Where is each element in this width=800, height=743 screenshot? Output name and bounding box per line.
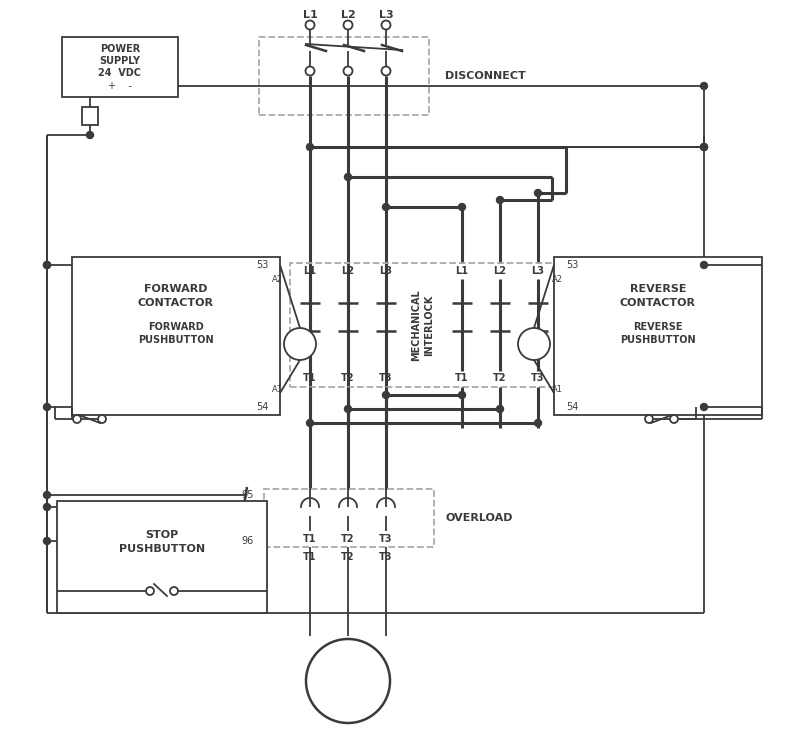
Circle shape [458,204,466,210]
Circle shape [343,67,353,76]
Bar [57,501,267,613]
Text: 96: 96 [242,536,254,546]
Circle shape [534,420,542,426]
Circle shape [701,143,707,151]
Text: MECHANICAL
INTERLOCK: MECHANICAL INTERLOCK [411,289,434,361]
Circle shape [43,492,50,499]
Circle shape [701,143,707,151]
Circle shape [497,196,503,204]
Text: SUPPLY: SUPPLY [99,56,141,66]
Circle shape [382,204,390,210]
Text: +    -: + - [108,81,132,91]
Text: L3: L3 [531,266,545,276]
Text: T1: T1 [303,552,317,562]
Text: STOP: STOP [146,530,178,540]
Circle shape [306,639,390,723]
Text: 3 PHASE: 3 PHASE [325,667,371,677]
Text: 54: 54 [256,402,268,412]
Circle shape [43,504,50,510]
Bar [290,263,555,387]
Circle shape [701,403,707,410]
Circle shape [43,262,50,268]
Text: L1: L1 [302,10,318,20]
Circle shape [382,67,390,76]
Circle shape [306,420,314,426]
Text: MOTOR: MOTOR [328,683,368,693]
Bar [264,489,434,547]
Circle shape [518,328,550,360]
Text: T3: T3 [379,373,393,383]
Text: T3: T3 [531,373,545,383]
Circle shape [345,174,351,181]
Text: 95: 95 [242,490,254,500]
Bar [72,257,280,415]
Text: L1: L1 [303,266,317,276]
Text: L3: L3 [378,10,394,20]
Text: POWER: POWER [100,44,140,54]
Circle shape [170,587,178,595]
Text: T3: T3 [379,534,393,544]
Circle shape [534,189,542,196]
Text: L3: L3 [379,266,393,276]
Text: L2: L2 [494,266,506,276]
Text: 53: 53 [566,260,578,270]
Circle shape [306,67,314,76]
Text: REVERSE: REVERSE [634,322,682,332]
Text: T2: T2 [494,373,506,383]
Text: T2: T2 [342,373,354,383]
Circle shape [458,392,466,398]
Bar [82,107,98,125]
Text: 54: 54 [566,402,578,412]
Text: A1: A1 [271,384,282,394]
Text: T3: T3 [379,552,393,562]
Text: PUSHBUTTON: PUSHBUTTON [119,544,205,554]
Circle shape [306,21,314,30]
Circle shape [284,328,316,360]
Circle shape [497,406,503,412]
Circle shape [343,21,353,30]
Text: FORWARD: FORWARD [144,284,208,294]
Circle shape [701,262,707,268]
Text: T1: T1 [455,373,469,383]
Text: L1: L1 [455,266,469,276]
Text: CONTACTOR: CONTACTOR [138,298,214,308]
Text: FORWARD: FORWARD [148,322,204,332]
Circle shape [86,132,94,138]
Text: A1: A1 [551,384,562,394]
Text: T1: T1 [303,373,317,383]
Text: T2: T2 [342,534,354,544]
Circle shape [73,415,81,423]
Circle shape [645,415,653,423]
Circle shape [43,537,50,545]
Text: 24  VDC: 24 VDC [98,68,142,78]
Text: L2: L2 [342,266,354,276]
Text: 53: 53 [256,260,268,270]
Circle shape [345,406,351,412]
Text: CONTACTOR: CONTACTOR [620,298,696,308]
Text: OVERLOAD: OVERLOAD [446,513,514,523]
Circle shape [382,392,390,398]
Circle shape [146,587,154,595]
Text: T2: T2 [342,552,354,562]
Bar [62,37,178,97]
Text: M1: M1 [292,339,308,349]
Circle shape [43,262,50,268]
Circle shape [306,143,314,151]
Circle shape [43,403,50,410]
Text: L2: L2 [341,10,355,20]
Text: A2: A2 [551,274,562,284]
Circle shape [701,82,707,89]
Text: T1: T1 [303,534,317,544]
Text: REVERSE: REVERSE [630,284,686,294]
Text: A2: A2 [271,274,282,284]
Text: PUSHBUTTON: PUSHBUTTON [138,335,214,345]
Circle shape [382,21,390,30]
Text: DISCONNECT: DISCONNECT [445,71,526,81]
Bar [259,37,429,115]
Text: PUSHBUTTON: PUSHBUTTON [620,335,696,345]
Text: M2: M2 [526,339,542,349]
Circle shape [670,415,678,423]
Circle shape [98,415,106,423]
Bar [554,257,762,415]
